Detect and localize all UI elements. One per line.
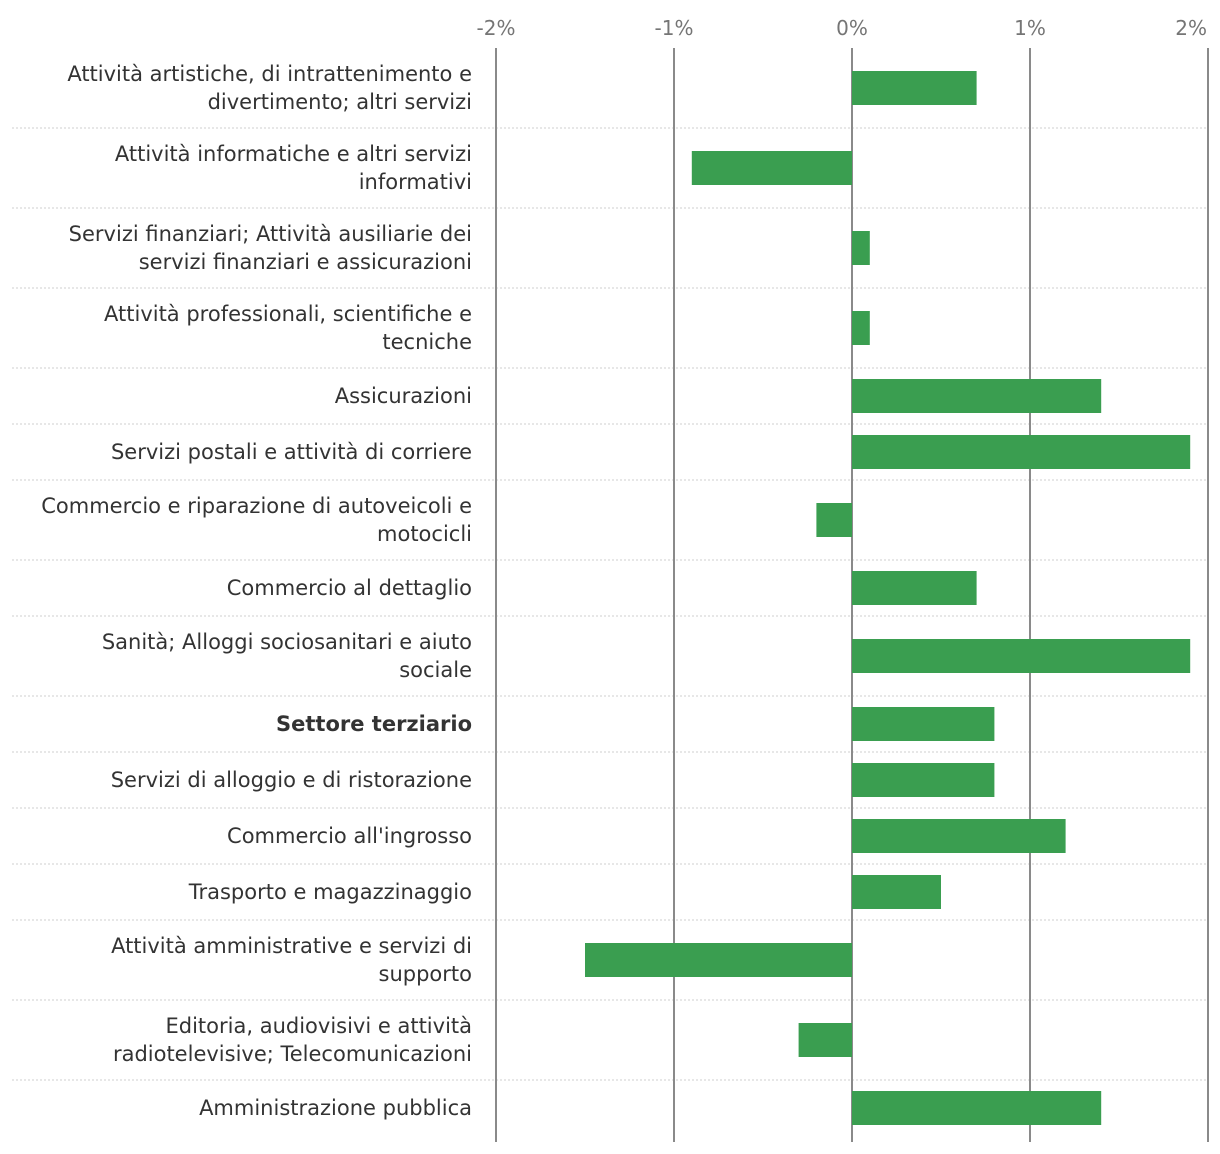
category-label: Commercio al dettaglio <box>227 576 472 600</box>
category-label: Amministrazione pubblica <box>199 1096 472 1120</box>
category-label: Sanità; Alloggi sociosanitari e aiuto <box>102 630 472 654</box>
bar <box>816 503 852 537</box>
bar <box>852 1091 1102 1125</box>
bar <box>852 311 870 345</box>
row-separators <box>12 127 1208 1081</box>
bar <box>798 1023 852 1057</box>
bar <box>852 379 1102 413</box>
category-label: Commercio e riparazione di autoveicoli e <box>41 494 472 518</box>
x-tick-label: 0% <box>836 16 868 40</box>
category-label: informativi <box>359 170 472 194</box>
x-tick-label: -2% <box>477 16 516 40</box>
category-label: Servizi di alloggio e di ristorazione <box>111 768 472 792</box>
category-label: Servizi finanziari; Attività ausiliarie … <box>69 222 472 246</box>
bar <box>852 763 995 797</box>
category-label: sociale <box>399 658 472 682</box>
bar <box>852 819 1066 853</box>
x-tick-label: -1% <box>655 16 694 40</box>
category-label: Editoria, audiovisivi e attività <box>166 1014 473 1038</box>
bars <box>585 71 1191 1125</box>
bar <box>852 875 941 909</box>
category-label: Settore terziario <box>276 712 472 736</box>
bar <box>852 71 977 105</box>
x-tick-label: 2% <box>1175 16 1207 40</box>
category-label: servizi finanziari e assicurazioni <box>139 250 472 274</box>
category-label: supporto <box>379 962 472 986</box>
bar <box>691 151 852 185</box>
category-label: Attività artistiche, di intrattenimento … <box>67 62 472 86</box>
bar <box>585 943 852 977</box>
bar <box>852 435 1191 469</box>
category-label: Attività amministrative e servizi di <box>111 934 472 958</box>
category-label: Attività informatiche e altri servizi <box>115 142 472 166</box>
category-label: Assicurazioni <box>335 384 472 408</box>
bar <box>852 571 977 605</box>
category-label: divertimento; altri servizi <box>208 90 472 114</box>
category-label: Servizi postali e attività di corriere <box>111 440 472 464</box>
x-tick-label: 1% <box>1014 16 1046 40</box>
category-label: motocicli <box>377 522 472 546</box>
bar <box>852 231 870 265</box>
category-label: tecniche <box>382 330 472 354</box>
category-label: Commercio all'ingrosso <box>227 824 472 848</box>
bar <box>852 707 995 741</box>
category-label: Trasporto e magazzinaggio <box>188 880 472 904</box>
category-label: radiotelevisive; Telecomunicazioni <box>113 1042 472 1066</box>
category-labels: Attività artistiche, di intrattenimento … <box>41 62 472 1120</box>
x-axis-tick-labels: -2% -1% 0% 1% 2% <box>477 16 1207 40</box>
category-label: Attività professionali, scientifiche e <box>104 302 472 326</box>
bar <box>852 639 1191 673</box>
